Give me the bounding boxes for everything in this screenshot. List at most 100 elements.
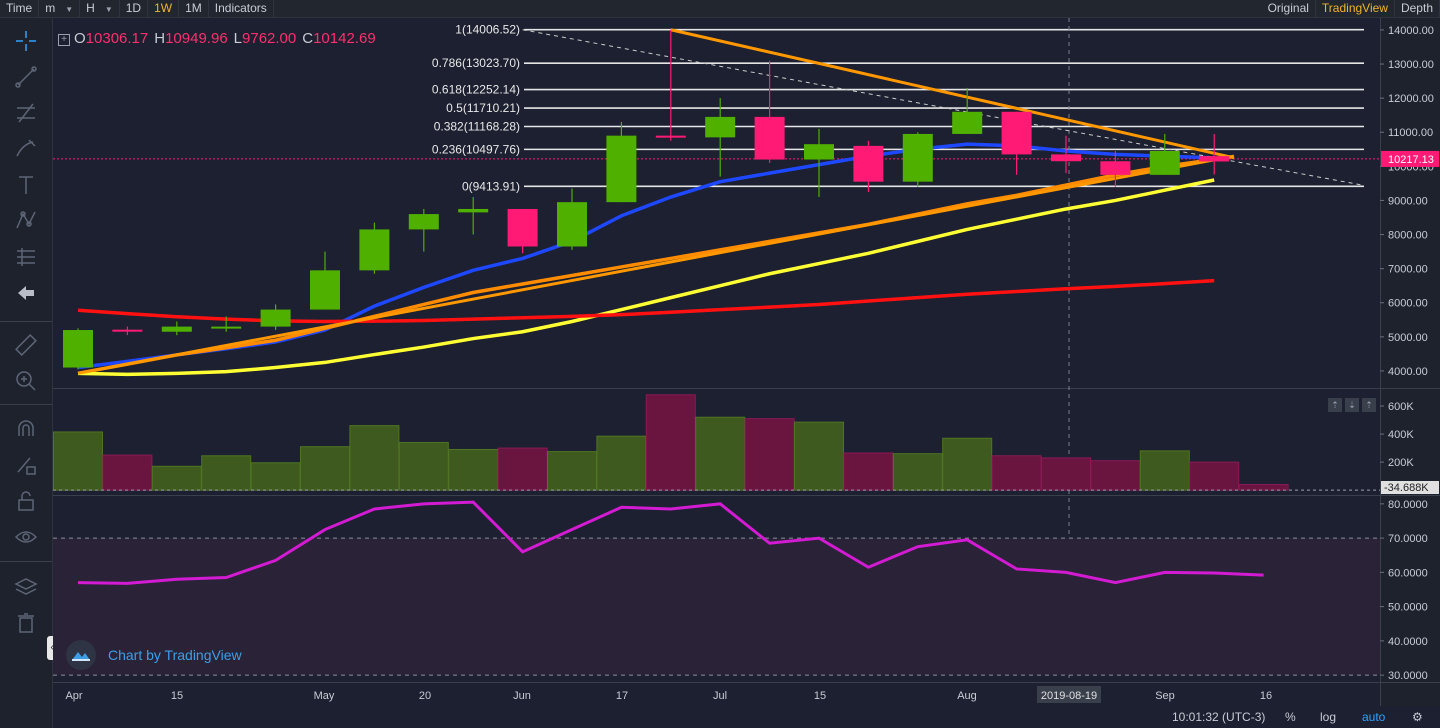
left-1m[interactable]: 1M xyxy=(179,0,209,17)
time-axis-label: 20 xyxy=(419,690,431,702)
left-m[interactable]: m ▼ xyxy=(39,0,81,17)
volume-bar xyxy=(1139,450,1190,491)
candle-body xyxy=(112,329,143,332)
volume-bar xyxy=(744,418,795,491)
volume-bar xyxy=(201,455,252,491)
volume-bar xyxy=(596,435,647,491)
layers-icon[interactable] xyxy=(13,574,39,600)
candle-body xyxy=(853,145,884,182)
volume-bar xyxy=(942,437,993,491)
crosshair-icon[interactable] xyxy=(13,28,39,54)
brush-icon[interactable] xyxy=(13,136,39,162)
time-axis-label: Apr xyxy=(65,690,82,702)
zoom-in-icon[interactable] xyxy=(13,368,39,394)
candle-body xyxy=(1001,111,1032,155)
volume-bar xyxy=(1041,457,1091,491)
fib-level-label: 0.786(13023.70) xyxy=(432,56,520,70)
candle-body xyxy=(902,133,933,182)
text-icon[interactable] xyxy=(13,172,39,198)
candle-body xyxy=(63,330,93,368)
left-time[interactable]: Time xyxy=(0,0,40,17)
time-axis-label: Jul xyxy=(713,690,727,702)
trash-icon[interactable] xyxy=(13,610,39,636)
percent-toggle[interactable]: % xyxy=(1285,710,1296,724)
time-axis-label: Sep xyxy=(1155,690,1175,702)
volume-bar xyxy=(695,416,746,491)
left-indicators[interactable]: Indicators xyxy=(209,0,274,17)
high-value: 10949.96 xyxy=(165,30,228,47)
fib-retracement-icon[interactable] xyxy=(13,100,39,126)
crosshair-date-label: 2019-08-19 xyxy=(1041,690,1097,702)
clock-readout: 10:01:32 (UTC-3) xyxy=(1172,710,1266,724)
eye-icon[interactable] xyxy=(13,524,39,550)
volume-bar xyxy=(398,441,449,491)
candle-body xyxy=(1051,154,1081,162)
time-axis-label: 15 xyxy=(814,690,826,702)
volume-bar xyxy=(497,447,548,491)
volume-bar xyxy=(102,454,153,491)
candle-body xyxy=(606,135,637,203)
price-tick-label: 9000.00 xyxy=(1388,195,1428,207)
candle-body xyxy=(408,214,439,230)
move-down-icon[interactable]: ⇣ xyxy=(1345,398,1359,412)
oscillator-line xyxy=(77,500,1264,585)
high-label: H xyxy=(154,30,166,47)
candle-body xyxy=(161,326,192,332)
unlock-icon[interactable] xyxy=(13,488,39,514)
tradingview-logo-icon xyxy=(66,640,96,670)
left-1w[interactable]: 1W xyxy=(148,0,180,17)
volume-tick-label: 400K xyxy=(1388,429,1414,441)
watermark-text: Chart by TradingView xyxy=(108,647,242,663)
move-up-icon[interactable]: ⇡ xyxy=(1328,398,1342,412)
fib-level-label: 1(14006.52) xyxy=(455,23,520,37)
price-tick-label: 8000.00 xyxy=(1388,230,1428,242)
price-axis-area xyxy=(1380,18,1440,706)
time-axis-label: Jun xyxy=(513,690,531,702)
chart-canvas[interactable]: 4000.00 5000.00 6000.00 7000.00 8000.00 9000.… xyxy=(0,0,1440,706)
volume-min-badge xyxy=(1381,481,1439,494)
tradingview-watermark[interactable]: Chart by TradingView xyxy=(66,640,242,670)
pane-buttons: ⇡ ⇣ ⇡ xyxy=(1328,398,1376,412)
right-depth[interactable]: Depth xyxy=(1395,0,1440,17)
time-axis-label: Aug xyxy=(957,690,977,702)
pattern-icon[interactable] xyxy=(13,208,39,234)
trendline-icon[interactable] xyxy=(13,64,39,90)
candle-body xyxy=(705,116,736,138)
oscillator-tick-label: 30.0000 xyxy=(1388,670,1428,682)
right-tradingview[interactable]: TradingView xyxy=(1316,0,1395,17)
log-toggle[interactable]: log xyxy=(1320,710,1337,724)
prediction-icon[interactable] xyxy=(13,244,39,270)
settings-gear-icon[interactable]: ⚙ xyxy=(1412,710,1423,724)
price-tick-label: 14000.00 xyxy=(1388,25,1434,37)
magnet-icon[interactable] xyxy=(13,416,39,442)
expand-icon[interactable]: + xyxy=(58,34,70,46)
volume-bar xyxy=(448,448,499,491)
left-1d[interactable]: 1D xyxy=(120,0,149,17)
fib-level-label: 0(9413.91) xyxy=(462,179,520,193)
fib-level-label: 0.5(11710.21) xyxy=(446,101,520,115)
close-value: 10142.69 xyxy=(313,30,376,47)
ruler-icon[interactable] xyxy=(13,332,39,358)
collapse-toolbar-button[interactable]: ‹ xyxy=(47,636,57,660)
trendline xyxy=(670,28,1235,160)
right-original[interactable]: Original xyxy=(1262,0,1316,17)
oscillator-tick-label: 80.0000 xyxy=(1388,499,1428,511)
volume-bar xyxy=(892,453,943,491)
oscillator-band xyxy=(53,538,1380,676)
left-h[interactable]: H ▼ xyxy=(80,0,120,17)
price-pane xyxy=(53,18,1380,388)
ohlc-legend: + O10306.17 H10949.96 L9762.00 C10142.69 xyxy=(58,30,382,47)
volume-bar xyxy=(547,451,597,491)
volume-bar xyxy=(794,421,844,491)
low-label: L xyxy=(233,30,243,47)
arrow-left-icon[interactable] xyxy=(13,280,39,306)
time-axis-label: 15 xyxy=(171,690,183,702)
low-value: 9762.00 xyxy=(242,30,297,47)
lock-drawing-icon[interactable] xyxy=(13,452,39,478)
current-price-label: 10217.13 xyxy=(1388,154,1434,166)
candle-body xyxy=(1199,156,1230,162)
interval-toolbar: Time m ▼ H ▼ 1D 1W 1M Indicators xyxy=(0,0,274,17)
maximize-icon[interactable]: ⇡ xyxy=(1362,398,1376,412)
volume-bar xyxy=(151,465,202,491)
auto-toggle[interactable]: auto xyxy=(1362,710,1386,724)
